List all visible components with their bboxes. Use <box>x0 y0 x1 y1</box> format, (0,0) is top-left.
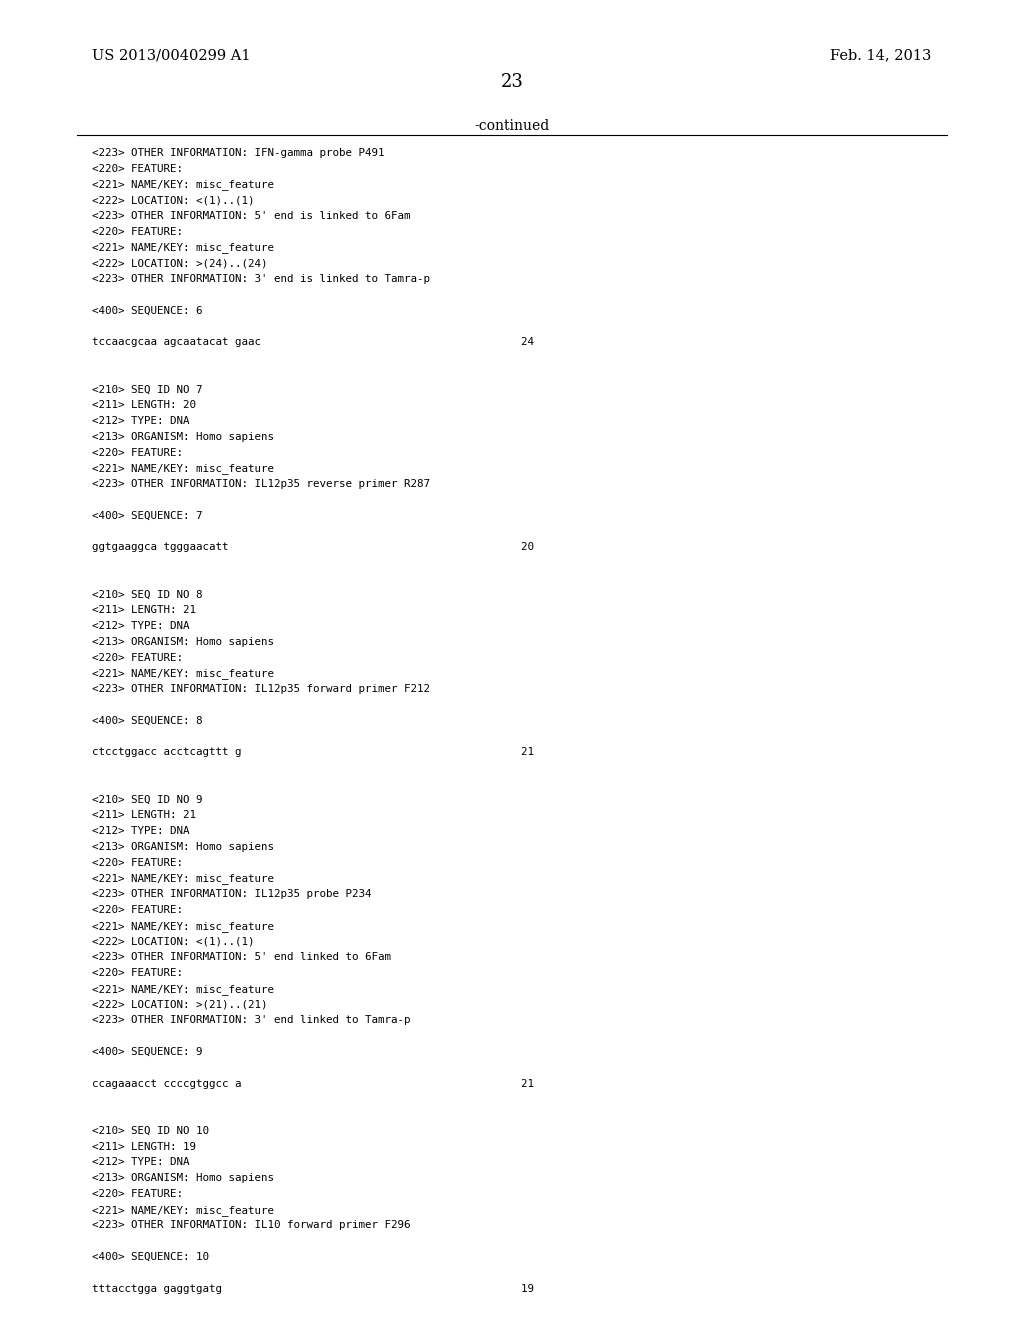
Text: <211> LENGTH: 21: <211> LENGTH: 21 <box>92 810 197 820</box>
Text: <221> NAME/KEY: misc_feature: <221> NAME/KEY: misc_feature <box>92 1205 274 1216</box>
Text: <400> SEQUENCE: 10: <400> SEQUENCE: 10 <box>92 1253 209 1262</box>
Text: <213> ORGANISM: Homo sapiens: <213> ORGANISM: Homo sapiens <box>92 432 274 442</box>
Text: <212> TYPE: DNA: <212> TYPE: DNA <box>92 826 189 836</box>
Text: <400> SEQUENCE: 6: <400> SEQUENCE: 6 <box>92 306 203 315</box>
Text: <222> LOCATION: <(1)..(1): <222> LOCATION: <(1)..(1) <box>92 195 255 205</box>
Text: ggtgaaggca tgggaacatt                                             20: ggtgaaggca tgggaacatt 20 <box>92 543 535 552</box>
Text: ctcctggacc acctcagttt g                                           21: ctcctggacc acctcagttt g 21 <box>92 747 535 758</box>
Text: <223> OTHER INFORMATION: IL12p35 forward primer F212: <223> OTHER INFORMATION: IL12p35 forward… <box>92 684 430 694</box>
Text: <220> FEATURE:: <220> FEATURE: <box>92 968 183 978</box>
Text: <220> FEATURE:: <220> FEATURE: <box>92 652 183 663</box>
Text: <223> OTHER INFORMATION: IL10 forward primer F296: <223> OTHER INFORMATION: IL10 forward pr… <box>92 1221 411 1230</box>
Text: <212> TYPE: DNA: <212> TYPE: DNA <box>92 1158 189 1167</box>
Text: <212> TYPE: DNA: <212> TYPE: DNA <box>92 622 189 631</box>
Text: <223> OTHER INFORMATION: 5' end is linked to 6Fam: <223> OTHER INFORMATION: 5' end is linke… <box>92 211 411 220</box>
Text: <221> NAME/KEY: misc_feature: <221> NAME/KEY: misc_feature <box>92 180 274 190</box>
Text: <222> LOCATION: <(1)..(1): <222> LOCATION: <(1)..(1) <box>92 937 255 946</box>
Text: US 2013/0040299 A1: US 2013/0040299 A1 <box>92 49 251 62</box>
Text: <213> ORGANISM: Homo sapiens: <213> ORGANISM: Homo sapiens <box>92 636 274 647</box>
Text: <213> ORGANISM: Homo sapiens: <213> ORGANISM: Homo sapiens <box>92 1173 274 1183</box>
Text: <222> LOCATION: >(24)..(24): <222> LOCATION: >(24)..(24) <box>92 259 267 268</box>
Text: -continued: -continued <box>474 119 550 133</box>
Text: Feb. 14, 2013: Feb. 14, 2013 <box>830 49 932 62</box>
Text: <210> SEQ ID NO 7: <210> SEQ ID NO 7 <box>92 384 203 395</box>
Text: <220> FEATURE:: <220> FEATURE: <box>92 447 183 458</box>
Text: <210> SEQ ID NO 8: <210> SEQ ID NO 8 <box>92 590 203 599</box>
Text: 23: 23 <box>501 73 523 91</box>
Text: <221> NAME/KEY: misc_feature: <221> NAME/KEY: misc_feature <box>92 463 274 474</box>
Text: <223> OTHER INFORMATION: 3' end linked to Tamra-p: <223> OTHER INFORMATION: 3' end linked t… <box>92 1015 411 1026</box>
Text: <210> SEQ ID NO 10: <210> SEQ ID NO 10 <box>92 1126 209 1135</box>
Text: <212> TYPE: DNA: <212> TYPE: DNA <box>92 416 189 426</box>
Text: <211> LENGTH: 19: <211> LENGTH: 19 <box>92 1142 197 1151</box>
Text: <223> OTHER INFORMATION: 5' end linked to 6Fam: <223> OTHER INFORMATION: 5' end linked t… <box>92 952 391 962</box>
Text: <223> OTHER INFORMATION: IL12p35 probe P234: <223> OTHER INFORMATION: IL12p35 probe P… <box>92 890 372 899</box>
Text: <221> NAME/KEY: misc_feature: <221> NAME/KEY: misc_feature <box>92 874 274 884</box>
Text: <223> OTHER INFORMATION: IL12p35 reverse primer R287: <223> OTHER INFORMATION: IL12p35 reverse… <box>92 479 430 490</box>
Text: <221> NAME/KEY: misc_feature: <221> NAME/KEY: misc_feature <box>92 921 274 932</box>
Text: ccagaaacct ccccgtggcc a                                           21: ccagaaacct ccccgtggcc a 21 <box>92 1078 535 1089</box>
Text: <220> FEATURE:: <220> FEATURE: <box>92 164 183 174</box>
Text: <221> NAME/KEY: misc_feature: <221> NAME/KEY: misc_feature <box>92 983 274 995</box>
Text: <221> NAME/KEY: misc_feature: <221> NAME/KEY: misc_feature <box>92 243 274 253</box>
Text: <221> NAME/KEY: misc_feature: <221> NAME/KEY: misc_feature <box>92 668 274 680</box>
Text: tttacctgga gaggtgatg                                              19: tttacctgga gaggtgatg 19 <box>92 1283 535 1294</box>
Text: <211> LENGTH: 21: <211> LENGTH: 21 <box>92 606 197 615</box>
Text: <220> FEATURE:: <220> FEATURE: <box>92 858 183 867</box>
Text: <223> OTHER INFORMATION: IFN-gamma probe P491: <223> OTHER INFORMATION: IFN-gamma probe… <box>92 148 385 158</box>
Text: <400> SEQUENCE: 8: <400> SEQUENCE: 8 <box>92 715 203 726</box>
Text: <220> FEATURE:: <220> FEATURE: <box>92 227 183 236</box>
Text: <222> LOCATION: >(21)..(21): <222> LOCATION: >(21)..(21) <box>92 999 267 1010</box>
Text: <211> LENGTH: 20: <211> LENGTH: 20 <box>92 400 197 411</box>
Text: <400> SEQUENCE: 9: <400> SEQUENCE: 9 <box>92 1047 203 1057</box>
Text: <400> SEQUENCE: 7: <400> SEQUENCE: 7 <box>92 511 203 520</box>
Text: <220> FEATURE:: <220> FEATURE: <box>92 906 183 915</box>
Text: <210> SEQ ID NO 9: <210> SEQ ID NO 9 <box>92 795 203 805</box>
Text: <220> FEATURE:: <220> FEATURE: <box>92 1189 183 1199</box>
Text: tccaacgcaa agcaatacat gaac                                        24: tccaacgcaa agcaatacat gaac 24 <box>92 337 535 347</box>
Text: <223> OTHER INFORMATION: 3' end is linked to Tamra-p: <223> OTHER INFORMATION: 3' end is linke… <box>92 275 430 284</box>
Text: <213> ORGANISM: Homo sapiens: <213> ORGANISM: Homo sapiens <box>92 842 274 851</box>
